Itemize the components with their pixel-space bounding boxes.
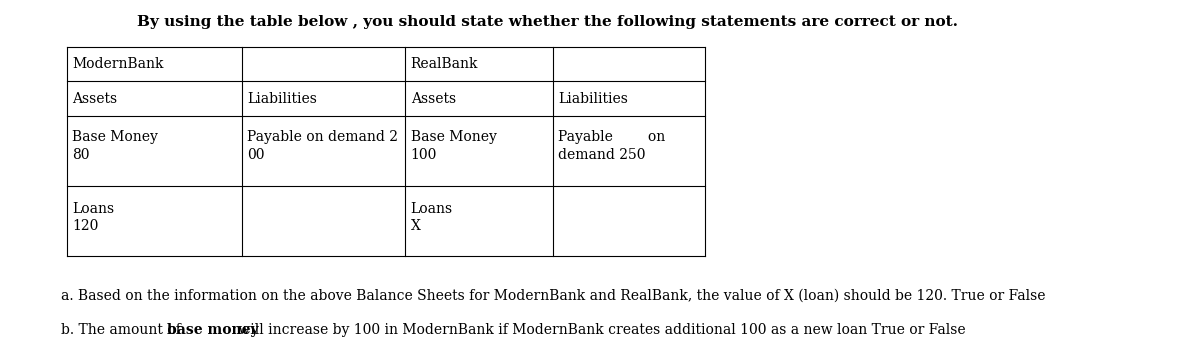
- Text: By using the table below , you should state whether the following statements are: By using the table below , you should st…: [137, 15, 958, 29]
- Text: 00: 00: [247, 148, 264, 161]
- Text: base money: base money: [167, 324, 259, 337]
- Text: Liabilities: Liabilities: [247, 92, 317, 106]
- Text: Assets: Assets: [72, 92, 118, 106]
- Text: demand 250: demand 250: [558, 148, 646, 161]
- Text: 120: 120: [72, 219, 98, 233]
- Text: Loans: Loans: [72, 201, 114, 216]
- Text: RealBank: RealBank: [410, 57, 479, 71]
- Text: Base Money: Base Money: [410, 130, 497, 144]
- Text: Base Money: Base Money: [72, 130, 158, 144]
- Text: 80: 80: [72, 148, 90, 161]
- Text: will increase by 100 in ModernBank if ModernBank creates additional 100 as a new: will increase by 100 in ModernBank if Mo…: [234, 324, 966, 337]
- Text: a. Based on the information on the above Balance Sheets for ModernBank and RealB: a. Based on the information on the above…: [61, 289, 1046, 303]
- Text: Loans: Loans: [410, 201, 452, 216]
- Text: Payable on demand 2: Payable on demand 2: [247, 130, 398, 144]
- Text: Liabilities: Liabilities: [558, 92, 628, 106]
- Text: Assets: Assets: [410, 92, 456, 106]
- Text: X: X: [410, 219, 421, 233]
- Text: b. The amount of: b. The amount of: [61, 324, 186, 337]
- Text: Payable        on: Payable on: [558, 130, 665, 144]
- Text: 100: 100: [410, 148, 437, 161]
- Text: ModernBank: ModernBank: [72, 57, 164, 71]
